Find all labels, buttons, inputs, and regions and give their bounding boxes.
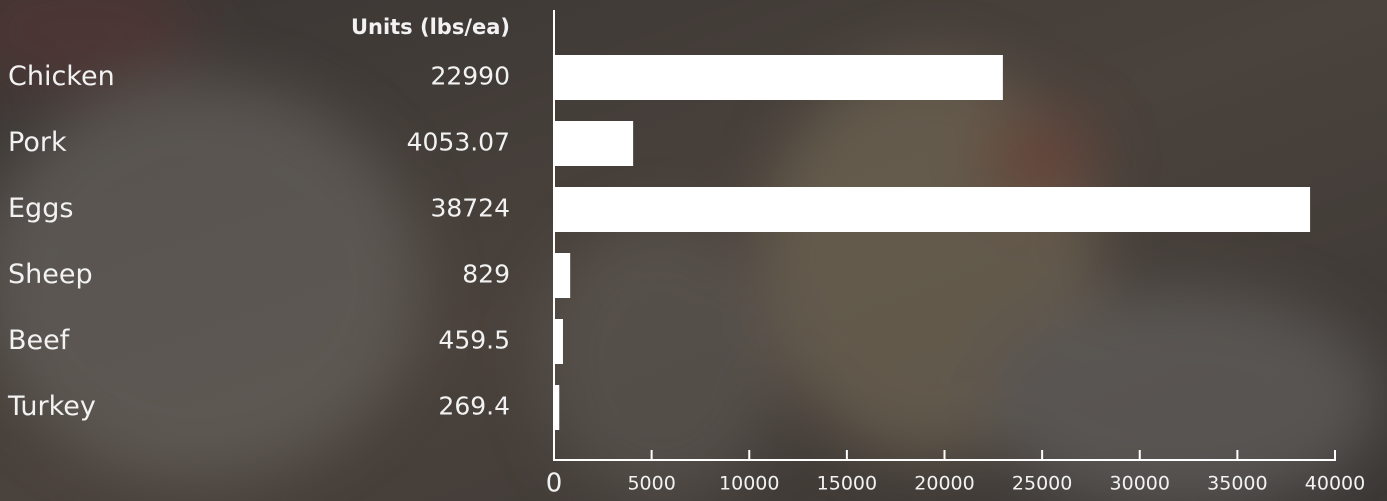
bar: [554, 121, 634, 166]
bar: [554, 55, 1003, 100]
value-label: 459.5: [438, 326, 510, 355]
x-tick-label: 10000: [719, 473, 779, 495]
bar: [554, 385, 560, 430]
category-label: Chicken: [8, 61, 115, 92]
bar: [554, 253, 571, 298]
x-tick-label: 0: [546, 469, 563, 499]
category-label: Turkey: [7, 391, 96, 422]
value-column-header: Units (lbs/ea): [351, 15, 510, 39]
x-tick-label: 30000: [1110, 473, 1170, 495]
bar: [554, 319, 563, 364]
x-tick-label: 20000: [914, 473, 974, 495]
category-label: Pork: [8, 127, 67, 158]
category-label: Beef: [8, 325, 71, 356]
value-label: 38724: [430, 194, 510, 223]
x-tick-label: 40000: [1305, 473, 1365, 495]
x-tick-label: 35000: [1207, 473, 1267, 495]
bar: [554, 187, 1311, 232]
category-label: Eggs: [8, 193, 73, 224]
value-label: 4053.07: [407, 128, 510, 157]
value-label: 829: [462, 260, 510, 289]
value-label: 22990: [430, 62, 510, 91]
x-tick-label: 25000: [1012, 473, 1072, 495]
x-tick-label: 15000: [817, 473, 877, 495]
category-label: Sheep: [8, 259, 93, 290]
value-label: 269.4: [438, 392, 510, 421]
x-tick-label: 5000: [627, 473, 675, 495]
